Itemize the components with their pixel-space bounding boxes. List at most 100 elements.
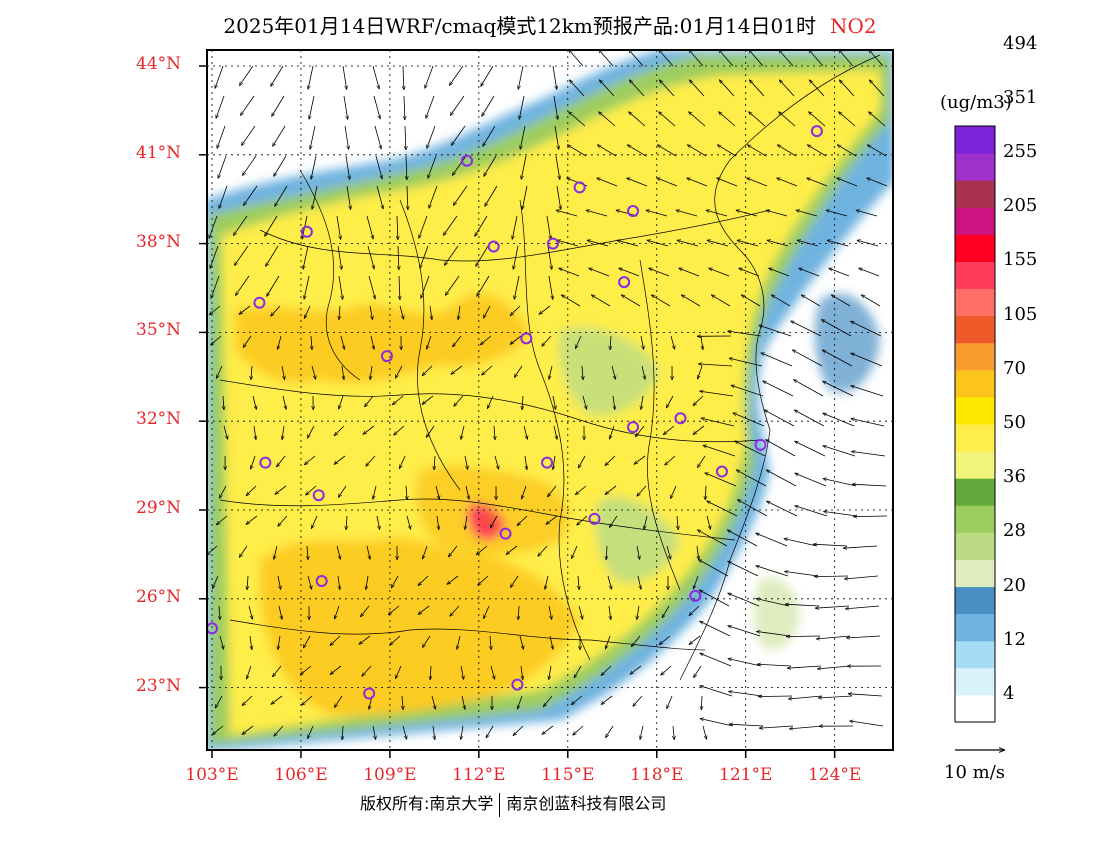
wind-vector [698, 560, 729, 577]
city-marker [810, 125, 823, 138]
wind-vector [831, 295, 851, 307]
wind-vector [843, 545, 878, 548]
wind-vector [837, 145, 857, 157]
wind-vector [823, 479, 857, 487]
wind-vector [649, 267, 670, 277]
wind-vector [809, 50, 824, 67]
wind-vector [553, 425, 557, 440]
colorbar-label: 36 [1003, 466, 1026, 488]
colorbar-label: 20 [1003, 574, 1026, 596]
wind-vector [609, 605, 611, 620]
city-markers [206, 125, 823, 700]
wind-vector [646, 210, 668, 217]
wind-vector [846, 635, 881, 638]
colorbar-label: 205 [1003, 195, 1038, 217]
wind-vector [851, 451, 886, 457]
city-marker [315, 575, 328, 588]
wind-vector [701, 335, 703, 350]
wind-vector [339, 395, 344, 409]
wind-vector [453, 185, 468, 206]
wind-vector [679, 267, 700, 277]
lon-label: 106°E [274, 765, 328, 785]
wind-vector [629, 50, 644, 67]
wind-vector [822, 380, 854, 397]
wind-vector [748, 112, 766, 127]
colorbar-label: 105 [1003, 303, 1038, 325]
wind-vector [711, 295, 731, 307]
wind-vector [571, 545, 578, 559]
wind-vector [443, 215, 458, 236]
wind-vector [451, 365, 463, 374]
wind-vector [367, 245, 374, 269]
wind-vector [209, 215, 218, 239]
lat-label: 23°N [136, 675, 182, 696]
wind-vector [310, 515, 318, 529]
wind-vector [636, 545, 640, 560]
wind-vector [211, 575, 219, 589]
wind-vector [239, 65, 254, 86]
wind-vector [485, 185, 498, 207]
wind-vector [330, 635, 341, 646]
colorbar-frame [954, 125, 996, 723]
wind-vector [254, 425, 256, 440]
wind-vector [700, 719, 734, 727]
wind-vector [731, 385, 764, 397]
wind-vector [815, 605, 850, 608]
wind-vector [697, 365, 703, 379]
wind-vector [546, 215, 551, 240]
wind-vector [799, 267, 820, 277]
species-label: NO2 [829, 14, 877, 38]
colorbar-label: 255 [1003, 141, 1038, 163]
wind-vector [633, 695, 643, 707]
wind-vector [574, 665, 582, 678]
wind-vector [398, 455, 406, 469]
wind-vector [334, 425, 345, 436]
wind-vector [739, 267, 760, 277]
city-marker [588, 512, 601, 525]
wind-vector [609, 425, 615, 439]
wind-vector [662, 605, 670, 618]
wind-vector [517, 695, 523, 709]
wind-vector [599, 80, 615, 97]
wind-vector [461, 425, 465, 440]
wind-vector [395, 365, 403, 378]
wind-vector [431, 695, 436, 710]
wind-vector [749, 50, 764, 67]
wind-vector [809, 80, 825, 97]
wind-vector [702, 725, 707, 740]
wind-vector [552, 65, 557, 90]
city-marker [259, 456, 272, 469]
wind-vector [756, 631, 791, 637]
wind-vector [666, 395, 674, 408]
wind-vector [311, 155, 317, 180]
wind-vector [718, 112, 736, 127]
wind-vector [728, 592, 760, 607]
wind-vector [607, 575, 612, 590]
lon-label: 121°E [719, 765, 773, 785]
lat-label: 41°N [136, 142, 182, 163]
wind-vector [687, 177, 708, 187]
wind-vector [368, 275, 375, 299]
wind-vector [857, 240, 879, 247]
wind-vector [582, 395, 587, 410]
wind-vector [677, 240, 699, 247]
copyright: 版权所有:南京大学 南京创蓝科技有限公司 [360, 790, 666, 817]
wind-vector [460, 665, 464, 680]
wind-vector [218, 155, 227, 179]
wind-vector [490, 515, 498, 528]
wind-vector [306, 485, 317, 495]
wind-vector [345, 155, 350, 180]
wind-vector [575, 485, 587, 495]
colorbar-label: 494 [1003, 32, 1038, 54]
wind-vector [554, 125, 559, 150]
wind-vector [699, 391, 734, 397]
wind-vector [599, 50, 614, 67]
wind-vector [403, 65, 404, 90]
wind-vector [235, 275, 250, 296]
wind-vector [587, 240, 609, 247]
wind-vector [856, 210, 878, 217]
wind-vector [366, 455, 376, 466]
wind-vector [822, 350, 853, 367]
wind-vector [445, 275, 460, 296]
wind-vector [510, 575, 519, 588]
